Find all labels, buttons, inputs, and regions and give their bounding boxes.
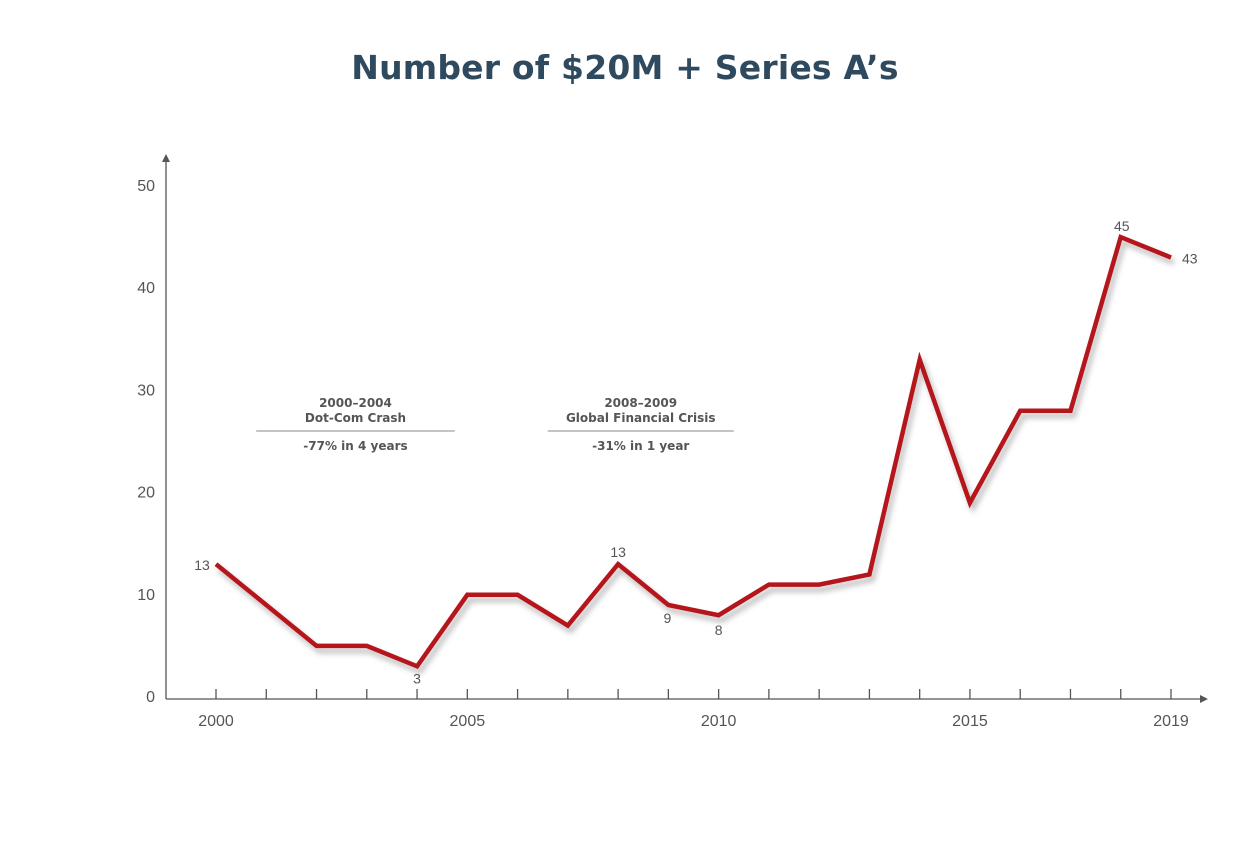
y-tick-label: 40 [137,280,155,297]
x-tick-label: 2015 [952,713,988,730]
data-label: 13 [610,544,626,560]
annotation-label: Global Financial Crisis [566,411,716,425]
data-label: 13 [194,557,210,573]
x-tick-label: 2005 [450,713,486,730]
data-label: 45 [1114,218,1130,234]
y-tick-label: 20 [137,485,155,502]
y-tick-label: 10 [137,587,155,604]
annotation-change: -31% in 1 year [592,439,689,453]
x-tick-label: 2000 [198,713,234,730]
annotation-years: 2008–2009 [604,396,677,410]
y-tick-label: 30 [137,382,155,399]
annotation-label: Dot-Com Crash [305,411,406,425]
data-label: 8 [715,622,723,638]
y-tick-label: 0 [146,689,155,706]
annotation-change: -77% in 4 years [303,439,407,453]
data-label: 9 [663,610,671,626]
x-tick-label: 2019 [1153,713,1189,730]
annotation-years: 2000–2004 [319,396,392,410]
series-line [214,234,1172,670]
data-label: 3 [413,670,421,686]
data-label: 43 [1182,251,1198,267]
x-axis-arrow [1200,695,1208,703]
y-tick-label: 50 [137,178,155,195]
x-tick-label: 2010 [701,713,737,730]
y-axis-arrow [162,154,170,162]
chart-title: Number of $20M + Series A’s [351,48,899,87]
